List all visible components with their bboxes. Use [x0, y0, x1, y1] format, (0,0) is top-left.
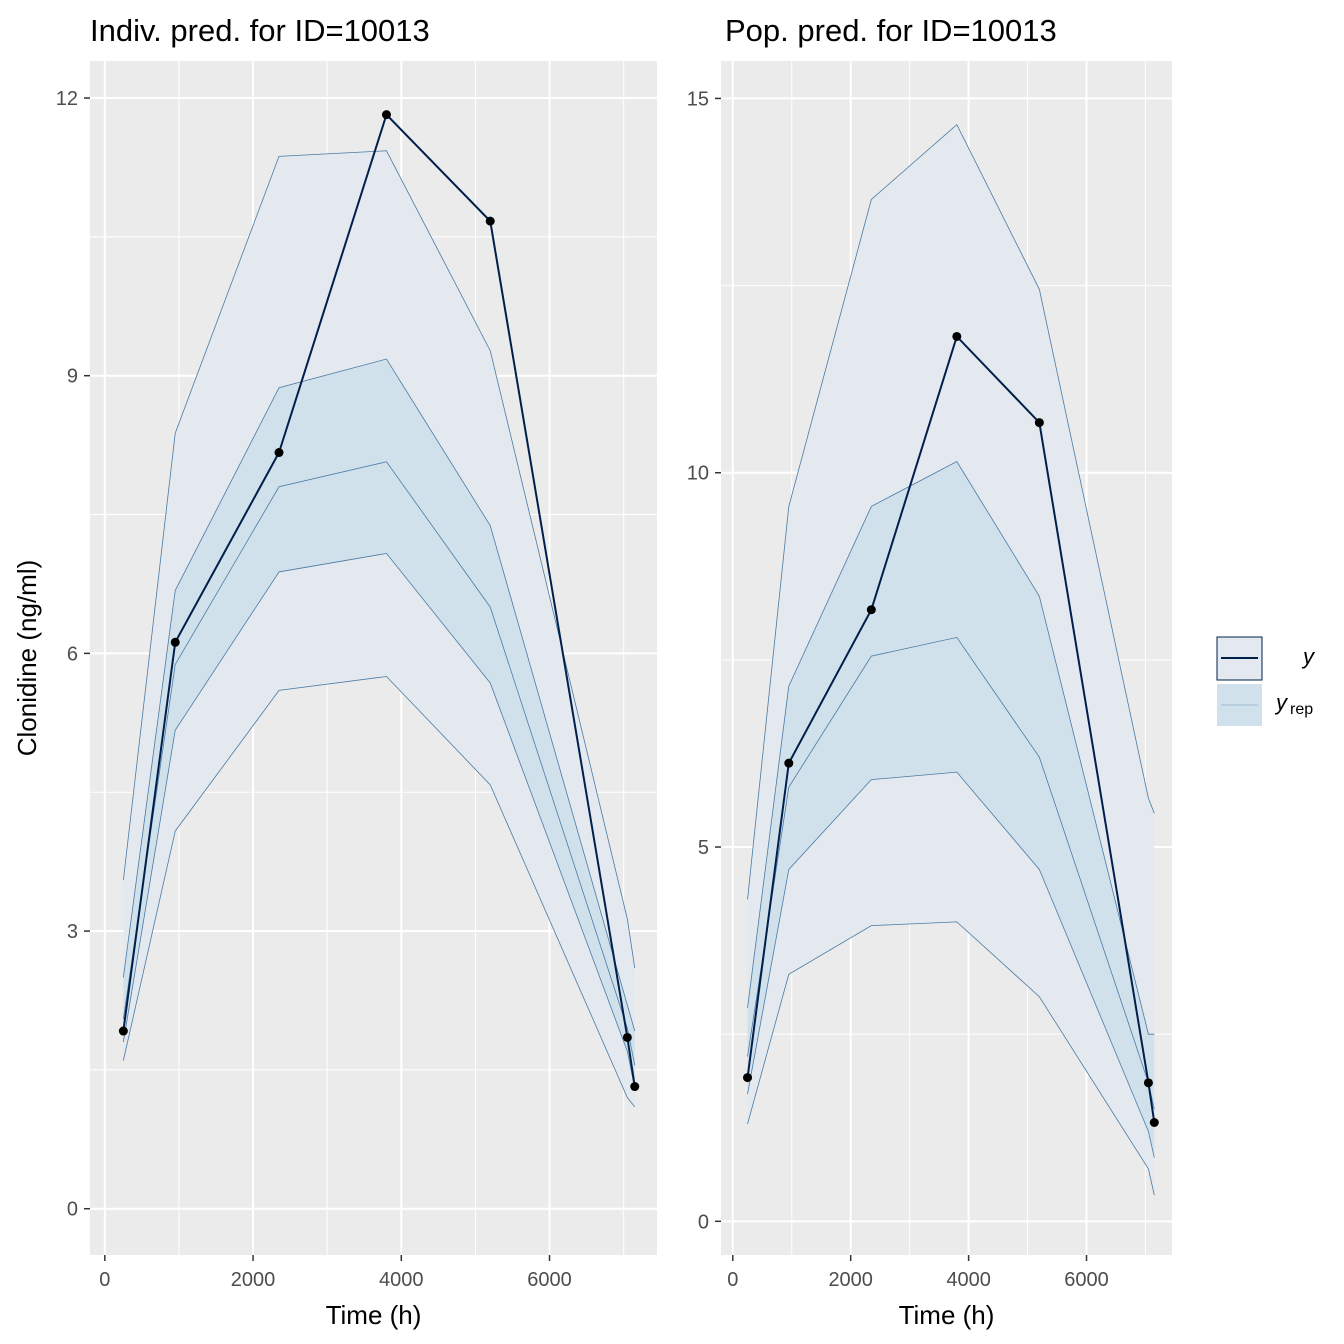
legend-label-yrep: y	[1274, 690, 1289, 715]
x-tick-label: 0	[99, 1269, 110, 1291]
y-point	[1143, 1078, 1153, 1088]
y-tick-label: 6	[67, 643, 78, 665]
y-point	[381, 110, 391, 120]
x-tick-label: 0	[727, 1269, 738, 1291]
x-tick-label: 2000	[828, 1269, 873, 1291]
right-panel-title: Pop. pred. for ID=10013	[725, 13, 1057, 48]
y-tick-label: 9	[67, 366, 78, 388]
yrep-line-inner-upper	[747, 460, 1155, 1035]
yrep-line-inner-lower	[122, 552, 636, 1089]
y-tick-label: 12	[56, 88, 78, 110]
legend-label-yrep-subscript: rep	[1290, 701, 1313, 718]
right-panel-marks	[743, 123, 1159, 1196]
y-tick-label: 5	[698, 837, 709, 859]
legend-label-y: y	[1301, 644, 1316, 669]
right-panel: 0 2000 4000 6000 0 5 10 15 Pop. pred. for ID=10…	[687, 13, 1172, 1330]
yrep-line-outer-upper	[122, 150, 636, 969]
y-tick-label: 0	[67, 1199, 78, 1221]
y-point	[743, 1073, 753, 1083]
yrep-line-inner-upper	[122, 358, 636, 1032]
y-point	[274, 448, 284, 458]
y-point	[1034, 418, 1044, 428]
right-panel-ticks: 0 2000 4000 6000 0 5 10 15	[687, 88, 1109, 1291]
y-point	[118, 1026, 128, 1036]
y-point	[784, 758, 794, 768]
left-panel-marks	[118, 110, 640, 1108]
yrep-line-inner-lower	[747, 771, 1155, 1158]
yrep-outer-band	[123, 150, 635, 1107]
right-panel-x-axis-title: Time (h)	[899, 1300, 995, 1330]
y-point	[1149, 1118, 1159, 1127]
yrep-line-outer-upper	[747, 123, 1155, 900]
left-panel: 0 2000 4000 6000 0 3 6 9 12 Indiv. pred. for ID=…	[12, 13, 657, 1330]
yrep-line-median	[122, 461, 636, 1066]
left-panel-title: Indiv. pred. for ID=10013	[90, 13, 430, 48]
yrep-line-outer-lower	[747, 921, 1155, 1196]
y-point	[866, 605, 876, 615]
yrep-line-outer-lower	[122, 676, 636, 1108]
y-point	[952, 331, 962, 341]
y-point	[485, 216, 495, 226]
x-tick-label: 4000	[379, 1269, 424, 1291]
x-tick-label: 2000	[231, 1269, 276, 1291]
left-panel-ticks: 0 2000 4000 6000 0 3 6 9 12	[56, 88, 572, 1291]
x-tick-label: 4000	[946, 1269, 991, 1291]
y-tick-label: 0	[698, 1211, 709, 1233]
y-tick-label: 10	[687, 463, 709, 485]
left-panel-y-axis-title: Clonidine (ng/ml)	[12, 560, 42, 757]
yrep-inner-band	[747, 461, 1155, 1158]
x-tick-label: 6000	[1064, 1269, 1109, 1291]
y-point	[170, 637, 180, 647]
y-tick-label: 3	[67, 921, 78, 943]
yrep-inner-band	[123, 359, 635, 1089]
left-panel-x-axis-title: Time (h)	[326, 1300, 422, 1330]
y-point	[630, 1082, 640, 1092]
legend: y y rep	[1216, 636, 1316, 726]
x-tick-label: 6000	[527, 1269, 572, 1291]
y-tick-label: 15	[687, 88, 709, 110]
y-point	[622, 1032, 632, 1042]
